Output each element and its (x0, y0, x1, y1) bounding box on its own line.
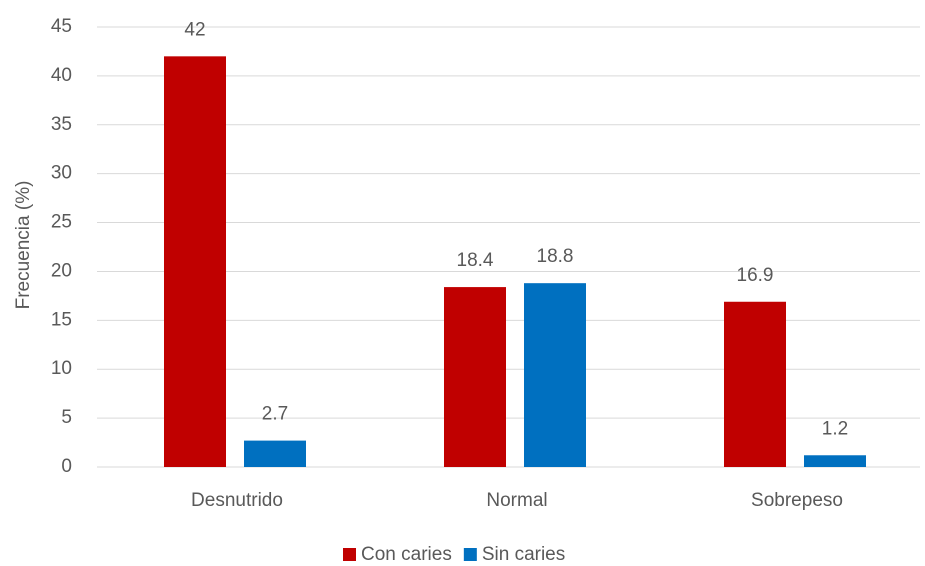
x-tick-label: Sobrepeso (751, 490, 843, 511)
value-label: 18.8 (537, 246, 574, 267)
y-tick-label: 35 (51, 114, 72, 135)
bar (444, 287, 506, 467)
x-tick-label: Desnutrido (191, 490, 283, 511)
y-axis-label: Frecuencia (%) (13, 181, 34, 310)
legend-label: Sin caries (482, 544, 565, 565)
y-tick-label: 15 (51, 309, 72, 330)
y-tick-label: 20 (51, 260, 72, 281)
value-label: 42 (184, 19, 205, 40)
x-tick-label: Normal (486, 490, 547, 511)
y-tick-label: 25 (51, 212, 72, 233)
y-tick-label: 10 (51, 358, 72, 379)
value-label: 1.2 (822, 418, 848, 439)
y-tick-label: 5 (61, 407, 72, 428)
bar (804, 455, 866, 467)
legend-swatch (343, 548, 356, 561)
y-tick-label: 45 (51, 16, 72, 37)
bar (244, 440, 306, 467)
value-label: 2.7 (262, 404, 288, 425)
y-tick-label: 30 (51, 163, 72, 184)
legend-label: Con caries (361, 544, 452, 565)
bar (724, 301, 786, 467)
legend-swatch (463, 548, 477, 561)
bar (524, 283, 586, 467)
bar (164, 56, 226, 467)
value-label: 18.4 (457, 250, 494, 271)
value-label: 16.9 (737, 265, 774, 286)
y-tick-label: 0 (61, 456, 72, 477)
y-tick-label: 40 (51, 65, 72, 86)
